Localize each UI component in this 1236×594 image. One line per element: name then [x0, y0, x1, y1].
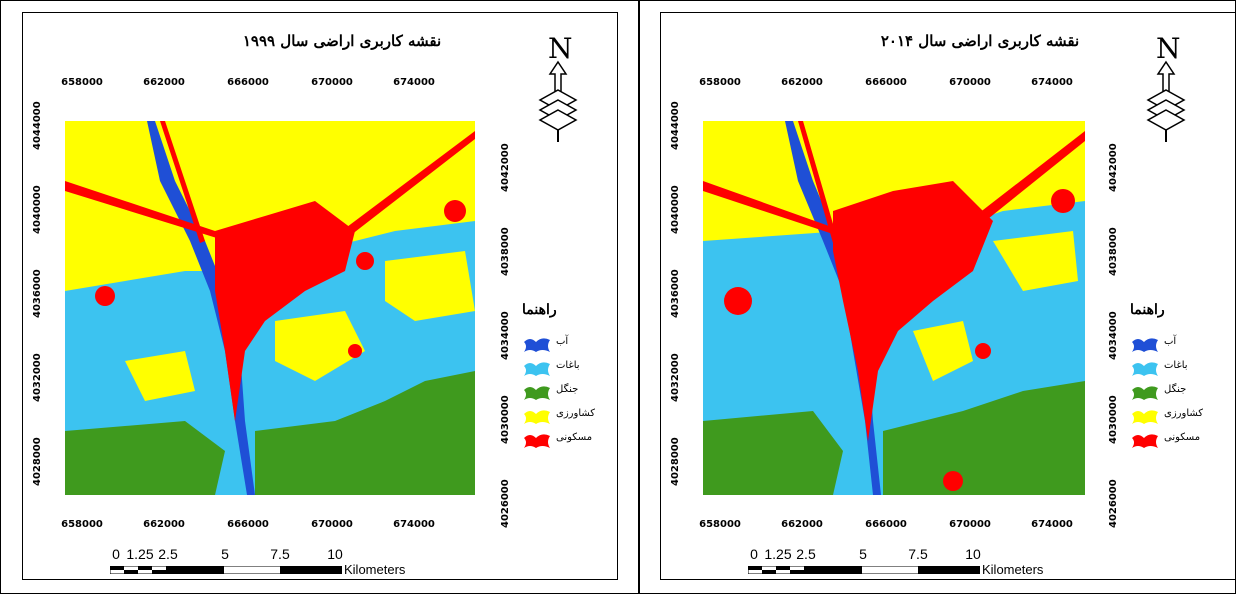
- legend-item-forest: جنگل: [1130, 384, 1186, 404]
- x-tick-top: 670000: [949, 77, 991, 88]
- legend-title: راهنما: [1130, 302, 1165, 318]
- y-tick-right: 4034000: [500, 311, 511, 360]
- x-tick-bottom: 662000: [781, 519, 823, 530]
- x-tick-top: 662000: [143, 77, 185, 88]
- x-tick-top: 666000: [227, 77, 269, 88]
- legend-item-residential: مسکونی: [522, 432, 592, 452]
- x-tick-top: 674000: [393, 77, 435, 88]
- land-use-map: [703, 121, 1085, 495]
- scale-bar-graphic: [110, 566, 342, 574]
- y-tick-left: 4036000: [670, 269, 681, 318]
- north-label: N: [1156, 32, 1181, 65]
- residential-swatch-icon: [524, 434, 550, 448]
- x-tick-top: 674000: [1031, 77, 1073, 88]
- x-tick-top: 658000: [61, 77, 103, 88]
- y-tick-left: 4036000: [32, 269, 43, 318]
- x-tick-top: 666000: [865, 77, 907, 88]
- agriculture-swatch-icon: [524, 410, 550, 424]
- map-frame: [660, 12, 1236, 580]
- x-tick-bottom: 658000: [699, 519, 741, 530]
- north-arrow-icon: [538, 60, 578, 142]
- legend-title: راهنما: [522, 302, 557, 318]
- x-tick-bottom: 662000: [143, 519, 185, 530]
- legend-item-water: آب: [1130, 336, 1176, 356]
- legend-item-agriculture: کشاورزی: [1130, 408, 1203, 428]
- x-tick-top: 662000: [781, 77, 823, 88]
- orchard-swatch-icon: [524, 362, 550, 376]
- legend-item-residential: مسکونی: [1130, 432, 1200, 452]
- x-tick-bottom: 658000: [61, 519, 103, 530]
- x-tick-top: 670000: [311, 77, 353, 88]
- y-tick-right: 4034000: [1108, 311, 1119, 360]
- y-tick-right: 4042000: [1108, 143, 1119, 192]
- forest-swatch-icon: [524, 386, 550, 400]
- river: [147, 121, 255, 495]
- north-arrow-icon: [1146, 60, 1186, 142]
- x-tick-bottom: 674000: [1031, 519, 1073, 530]
- north-label: N: [548, 32, 573, 65]
- y-tick-left: 4032000: [32, 353, 43, 402]
- x-tick-bottom: 666000: [865, 519, 907, 530]
- x-tick-top: 658000: [699, 77, 741, 88]
- y-tick-left: 4044000: [670, 101, 681, 150]
- map-title: نقشه کاربری اراضی سال ۲۰۱۴: [880, 32, 1080, 50]
- y-tick-left: 4040000: [32, 185, 43, 234]
- north-arrow: N: [538, 32, 578, 142]
- water-swatch-icon: [1132, 338, 1158, 352]
- north-arrow: N: [1146, 32, 1186, 142]
- legend-item-agriculture: کشاورزی: [522, 408, 595, 428]
- legend-item-forest: جنگل: [522, 384, 578, 404]
- x-tick-bottom: 670000: [949, 519, 991, 530]
- y-tick-right: 4026000: [500, 479, 511, 528]
- y-tick-right: 4026000: [1108, 479, 1119, 528]
- forest-swatch-icon: [1132, 386, 1158, 400]
- forest-area: [703, 411, 843, 495]
- agriculture-swatch-icon: [1132, 410, 1158, 424]
- orchard-swatch-icon: [1132, 362, 1158, 376]
- x-tick-bottom: 666000: [227, 519, 269, 530]
- y-tick-right: 4030000: [1108, 395, 1119, 444]
- residential-swatch-icon: [1132, 434, 1158, 448]
- y-tick-right: 4030000: [500, 395, 511, 444]
- legend-item-water: آب: [522, 336, 568, 356]
- y-tick-left: 4044000: [32, 101, 43, 150]
- legend-item-orchard: باغات: [522, 360, 580, 380]
- y-tick-right: 4042000: [500, 143, 511, 192]
- x-tick-bottom: 670000: [311, 519, 353, 530]
- scale-bar-graphic: [748, 566, 980, 574]
- water-swatch-icon: [524, 338, 550, 352]
- panel-divider: [638, 0, 640, 594]
- y-tick-right: 4038000: [500, 227, 511, 276]
- y-tick-left: 4040000: [670, 185, 681, 234]
- map-frame: [22, 12, 618, 580]
- river: [785, 121, 881, 495]
- map-panel-2014: نقشه کاربری اراضی سال ۲۰۱۴ 658000 662000…: [660, 0, 1236, 594]
- y-tick-left: 4028000: [670, 437, 681, 486]
- x-tick-bottom: 674000: [393, 519, 435, 530]
- y-tick-left: 4032000: [670, 353, 681, 402]
- map-panel-1999: نقشه کاربری اراضی سال ۱۹۹۹ 658000 662000…: [22, 0, 622, 594]
- legend-item-orchard: باغات: [1130, 360, 1188, 380]
- y-tick-right: 4038000: [1108, 227, 1119, 276]
- y-tick-left: 4028000: [32, 437, 43, 486]
- land-use-map: [65, 121, 475, 495]
- map-title: نقشه کاربری اراضی سال ۱۹۹۹: [242, 32, 442, 50]
- forest-area: [65, 421, 225, 495]
